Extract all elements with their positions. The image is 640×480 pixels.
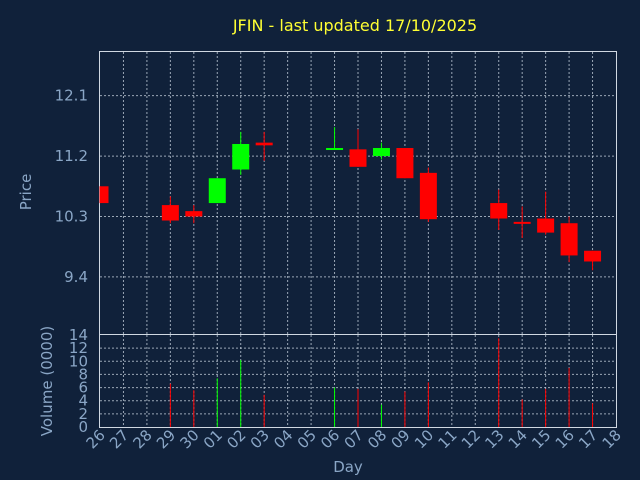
x-axis-label: Day [333,458,363,476]
x-tick-label: 14 [505,426,531,452]
candle-body [255,142,273,146]
x-tick-label: 09 [388,426,414,452]
x-tick-label: 01 [200,426,226,452]
candle [161,196,179,224]
x-tick-label: 11 [434,426,460,452]
candle-body [326,148,344,151]
price-y-axis: 9.4 10.3 11.2 12.1 [55,87,88,286]
x-tick-label: 27 [106,426,132,452]
volume-tick-label: 0 [78,418,88,436]
price-tick-label: 10.3 [55,208,88,226]
candle-body [208,178,226,204]
x-tick-label: 17 [575,426,601,452]
candle [419,167,437,222]
chart-title: JFIN - last updated 17/10/2025 [232,16,477,35]
x-tick-label: 06 [317,426,343,452]
candle-body [372,148,390,157]
candle-body [537,218,555,233]
x-tick-label: 04 [270,426,296,452]
candle [396,148,414,179]
price-tick-label: 12.1 [55,87,88,105]
x-tick-label: 03 [247,426,273,452]
candle [372,142,390,160]
candle-body [232,143,250,170]
candle [185,205,203,224]
candle-body [185,211,203,217]
candle [537,191,555,235]
candle [349,129,367,167]
price-candles [99,127,602,271]
candle-body [100,186,109,204]
candle-body [161,205,179,221]
candle [232,131,250,175]
x-tick-label: 12 [458,426,484,452]
price-tick-label: 11.2 [55,147,88,165]
candle-body [490,203,508,219]
candle [326,127,344,151]
candle-body [396,148,414,179]
candle [490,189,508,230]
volume-tick-label: 4 [78,392,88,410]
price-tick-label: 9.4 [64,268,88,286]
volume-tick-label: 10 [69,352,88,370]
x-tick-label: 30 [176,426,202,452]
x-tick-label: 29 [153,426,179,452]
x-tick-label: 13 [481,426,507,452]
candle [255,131,273,161]
candle [99,186,109,204]
volume-panel-frame [99,334,617,428]
x-tick-label: 28 [130,426,156,452]
price-gridlines [100,52,616,334]
candle [513,206,531,238]
candle [560,216,578,263]
candle-body [584,250,602,262]
x-tick-label: 08 [364,426,390,452]
volume-tick-label: 6 [78,379,88,397]
x-tick-label: 07 [341,426,367,452]
x-tick-label: 16 [552,426,578,452]
volume-axis-label: Volume (0000) [38,326,56,436]
volume-tick-label: 8 [78,365,88,383]
volume-tick-label: 2 [78,405,88,423]
candle [208,178,226,204]
price-axis-label: Price [17,174,35,211]
x-tick-label: 05 [294,426,320,452]
volume-tick-label: 12 [69,339,88,357]
volume-tick-label: 14 [69,326,88,344]
x-axis: 2627282930010203040506070809101112131415… [83,426,625,452]
x-tick-label: 18 [599,426,625,452]
candle [584,250,602,271]
candle-body [560,223,578,256]
candle-body [349,149,367,167]
x-tick-label: 15 [528,426,554,452]
volume-bars [169,338,594,427]
x-tick-label: 10 [411,426,437,452]
candle-body [513,221,531,224]
candle-body [419,172,437,220]
x-tick-label: 02 [223,426,249,452]
